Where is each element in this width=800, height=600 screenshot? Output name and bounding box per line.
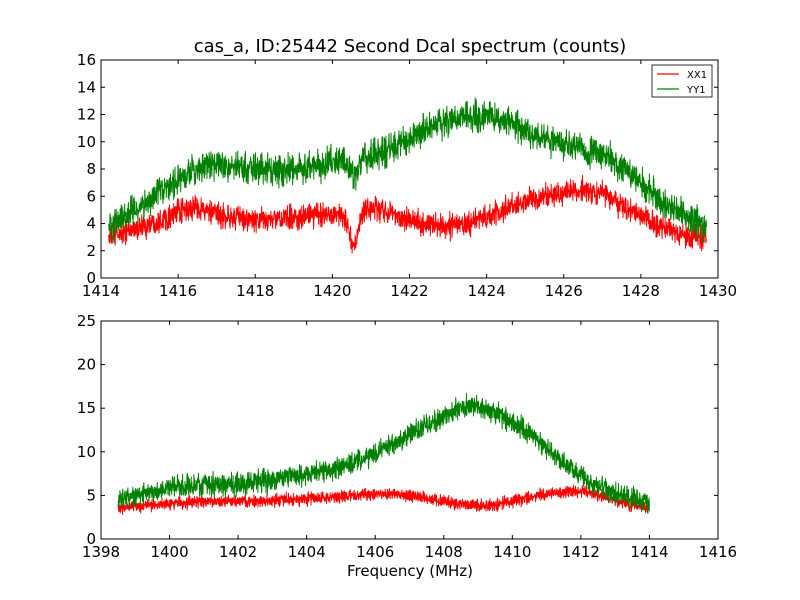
x-tick-label: 1412 — [562, 543, 600, 561]
x-tick-label: 1404 — [288, 543, 326, 561]
x-tick-label: 1416 — [699, 543, 737, 561]
x-tick-label: 1414 — [82, 282, 120, 300]
x-tick-label: 1398 — [82, 543, 120, 561]
legend-box — [651, 64, 713, 98]
series-line-xx1 — [117, 484, 650, 515]
y-tick-label: 2 — [86, 242, 96, 260]
x-axis-label: Frequency (MHz) — [347, 562, 473, 580]
y-tick-label: 25 — [77, 312, 96, 330]
top-panel: cas_a, ID:25442 Second Dcal spectrum (co… — [77, 36, 737, 300]
legend-label: YY1 — [686, 85, 706, 96]
x-tick-label: 1406 — [356, 543, 394, 561]
x-tick-label: 1410 — [493, 543, 531, 561]
bottom-panel: Frequency (MHz) 1398 1400 1402 1404 1406 1408… — [77, 312, 737, 580]
x-tick-label: 1426 — [545, 282, 583, 300]
x-tick-label: 1414 — [630, 543, 668, 561]
x-tick-label: 1416 — [159, 282, 197, 300]
x-tick-label: 1402 — [219, 543, 257, 561]
y-tick-label: 15 — [77, 399, 96, 417]
y-tick-label: 10 — [77, 133, 96, 151]
x-tick-label: 1400 — [150, 543, 188, 561]
y-tick-label: 0 — [86, 530, 96, 548]
y-tick-label: 12 — [77, 106, 96, 124]
x-tick-label: 1420 — [313, 282, 351, 300]
series-line-yy1 — [117, 393, 650, 515]
series-line-xx1 — [108, 174, 707, 254]
x-tick-label: 1408 — [425, 543, 463, 561]
series-line-yy1 — [108, 97, 707, 244]
axes-frame — [100, 320, 719, 540]
y-tick-label: 6 — [86, 187, 96, 205]
legend-label: XX1 — [687, 70, 707, 81]
y-tick-label: 5 — [86, 486, 96, 504]
y-tick-label: 8 — [86, 160, 96, 178]
y-tick-label: 16 — [77, 51, 96, 69]
chart-title: cas_a, ID:25442 Second Dcal spectrum (co… — [194, 36, 627, 57]
x-tick-label: 1422 — [390, 282, 428, 300]
y-tick-label: 20 — [77, 356, 96, 374]
x-tick-label: 1428 — [622, 282, 660, 300]
x-tick-label: 1430 — [699, 282, 737, 300]
x-tick-label: 1424 — [468, 282, 506, 300]
y-tick-label: 0 — [86, 269, 96, 287]
x-tick-label: 1418 — [236, 282, 274, 300]
y-tick-label: 4 — [86, 215, 96, 233]
y-tick-label: 10 — [77, 443, 96, 461]
y-tick-label: 14 — [77, 78, 96, 96]
